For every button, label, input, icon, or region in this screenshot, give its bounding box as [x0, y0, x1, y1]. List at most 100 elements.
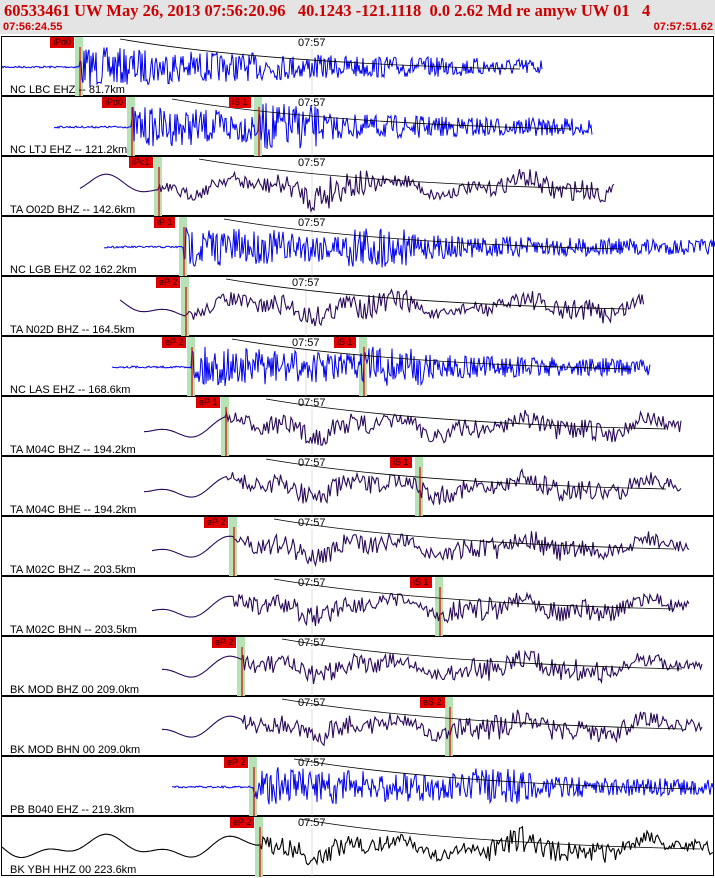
waveform-plot — [53, 97, 593, 157]
waveform-plot — [143, 457, 682, 517]
waveform-trace — [143, 409, 682, 446]
pick-window — [181, 277, 189, 337]
station-label: NC LGB EHZ 02 162.2km — [10, 264, 137, 276]
trace-panel[interactable]: 07:57 iPc1 TA O02D BHZ -- 142.6km — [1, 156, 714, 217]
travel-time-curve — [293, 758, 695, 790]
waveform-trace — [2, 825, 714, 866]
travel-time-curve — [299, 818, 701, 850]
waveform-trace — [161, 709, 703, 747]
travel-time-curve — [119, 38, 521, 70]
minute-label: 07:57 — [292, 337, 320, 349]
pick-label[interactable]: eP 2 — [224, 757, 249, 768]
trace-panel[interactable]: 07:57 iPd0 NC LBC EHZ -- 81.7km — [1, 36, 714, 97]
station-label: TA M04C BHZ -- 194.2km — [10, 444, 136, 456]
trace-panel[interactable]: 07:57 eP 2 TA N02D BHZ -- 164.5km — [1, 276, 714, 337]
trace-panel[interactable]: 07:57 eP 2 iS 1 NC LAS EHZ -- 168.6km — [1, 336, 714, 397]
trace-panel[interactable]: 07:57 eP 2 BK MOD BHZ 00 209.0km — [1, 636, 714, 697]
waveform-plot — [151, 517, 690, 577]
travel-time-curve — [273, 518, 675, 550]
event-title: 60533461 UW May 26, 2013 07:56:20.96 40.… — [4, 1, 651, 20]
minute-label: 07:57 — [298, 217, 326, 229]
pick-label[interactable]: eP 1 — [196, 397, 221, 408]
minute-label: 07:57 — [298, 97, 326, 109]
trace-panel[interactable]: 07:57 iPd0 iS 1 NC LTJ EHZ -- 121.2km — [1, 96, 714, 157]
travel-time-curve — [171, 98, 573, 130]
trace-panel[interactable]: 07:57 iS 1 TA M02C BHN -- 203.5km — [1, 576, 714, 637]
pick-window — [359, 337, 367, 397]
travel-time-curve — [265, 458, 667, 490]
minute-label: 07:57 — [292, 277, 320, 289]
waveform-plot — [103, 217, 715, 277]
minute-label: 07:57 — [298, 757, 326, 769]
travel-time-curve — [265, 398, 667, 430]
waveform-plot — [2, 817, 714, 877]
trace-panel[interactable]: 07:57 eP 2 PB B040 EHZ -- 219.3km — [1, 756, 715, 817]
waveform-plot — [111, 337, 651, 397]
pick-label[interactable]: eP 2 — [162, 337, 187, 348]
station-label: BK YBH HHZ 00 223.6km — [10, 864, 137, 876]
travel-time-curve — [231, 338, 633, 370]
waveform-plot — [2, 37, 543, 97]
trace-panel[interactable]: 07:57 iS 1 TA M04C BHE -- 194.2km — [1, 456, 714, 517]
waveform-trace — [53, 103, 593, 150]
pick-label[interactable]: iS 1 — [390, 457, 412, 468]
waveform-trace — [143, 468, 682, 506]
travel-time-curve — [281, 638, 683, 670]
pick-window — [127, 97, 135, 157]
station-label: TA M02C BHZ -- 203.5km — [10, 564, 136, 576]
minute-label: 07:57 — [298, 517, 326, 529]
pick-label[interactable]: iPd0 — [50, 37, 75, 48]
trace-panel[interactable]: 07:57 eP 2 BK YBH HHZ 00 223.6km — [1, 816, 714, 877]
station-label: BK MOD BHN 00 209.0km — [10, 744, 141, 756]
trace-panel[interactable]: 07:57 iP 1 NC LGB EHZ 02 162.2km — [1, 216, 715, 277]
window-end-time: 07:57:51.62 — [653, 21, 713, 33]
minute-label: 07:57 — [298, 577, 326, 589]
waveform-plot — [171, 757, 715, 817]
pick-label[interactable]: iP 1 — [154, 217, 176, 228]
seismogram-panels: 07:57 iPd0 NC LBC EHZ -- 81.7km 07:57 iPd0 iS… — [0, 36, 715, 878]
pick-label[interactable]: eP 2 — [156, 277, 181, 288]
pick-window — [255, 817, 263, 877]
pick-window — [445, 697, 453, 757]
waveform-plot — [143, 397, 682, 457]
pick-label[interactable]: eP 2 — [230, 817, 255, 828]
station-label: TA O02D BHZ -- 142.6km — [10, 204, 136, 216]
pick-label[interactable]: iPc1 — [129, 157, 153, 168]
minute-label: 07:57 — [298, 637, 326, 649]
travel-time-curve — [198, 158, 600, 190]
minute-label: 07:57 — [298, 37, 326, 49]
station-label: TA M02C BHN -- 203.5km — [10, 624, 137, 636]
station-label: BK MOD BHZ 00 209.0km — [10, 684, 139, 696]
station-label: TA M04C BHE -- 194.2km — [10, 504, 137, 516]
waveform-trace — [103, 227, 715, 268]
pick-label[interactable]: eP 2 — [212, 637, 237, 648]
trace-panel[interactable]: 07:57 eP 2 TA M02C BHZ -- 203.5km — [1, 516, 714, 577]
waveform-trace — [119, 288, 645, 327]
waveform-plot — [79, 157, 615, 217]
trace-panel[interactable]: 07:57 eS 2 BK MOD BHN 00 209.0km — [1, 696, 714, 757]
pick-label[interactable]: eP 2 — [204, 517, 229, 528]
waveform-trace — [151, 531, 690, 568]
station-label: NC LTJ EHZ -- 121.2km — [10, 144, 128, 156]
pick-label[interactable]: iPd0 — [102, 97, 127, 108]
pick-window — [415, 457, 423, 517]
travel-time-curve — [223, 218, 625, 250]
minute-label: 07:57 — [298, 697, 326, 709]
pick-label[interactable]: iS 1 — [334, 337, 356, 348]
pick-window — [237, 637, 245, 697]
pick-window — [435, 577, 443, 637]
pick-window — [221, 397, 229, 457]
waveform-trace — [171, 767, 715, 805]
trace-panel[interactable]: 07:57 eP 1 TA M04C BHZ -- 194.2km — [1, 396, 714, 457]
pick-label[interactable]: iS 1 — [229, 97, 251, 108]
waveform-plot — [119, 277, 645, 337]
waveform-plot — [161, 637, 703, 697]
pick-label[interactable]: iS 1 — [410, 577, 432, 588]
waveform-trace — [79, 168, 615, 214]
travel-time-curve — [281, 698, 683, 730]
pick-window — [229, 517, 237, 577]
station-label: NC LAS EHZ -- 168.6km — [10, 384, 131, 396]
waveform-trace — [161, 649, 703, 685]
station-label: NC LBC EHZ -- 81.7km — [10, 84, 125, 96]
pick-label[interactable]: eS 2 — [420, 697, 445, 708]
